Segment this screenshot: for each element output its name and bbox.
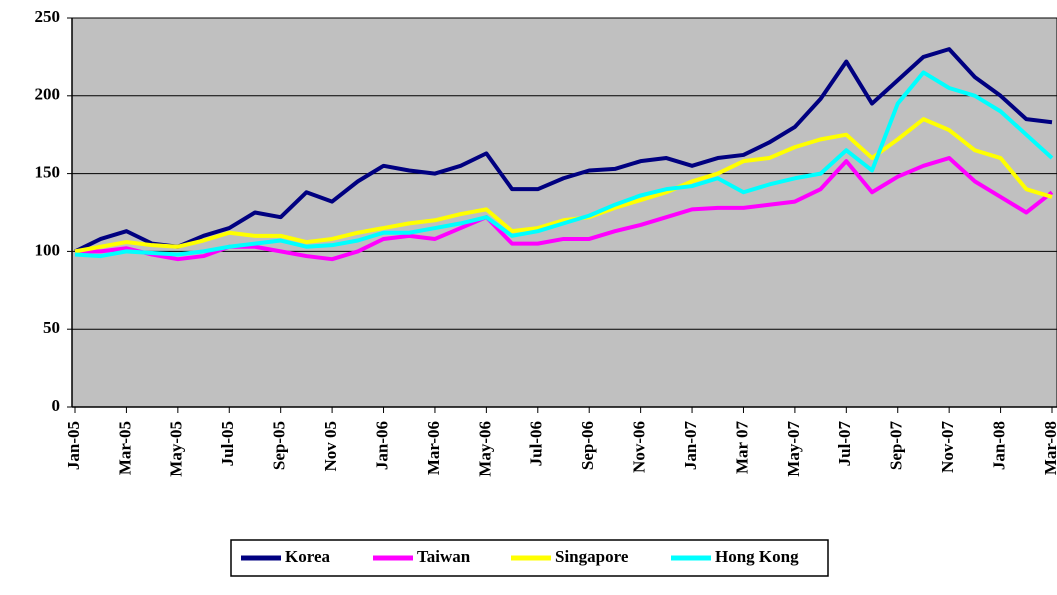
x-tick-label: Jul-05 (218, 421, 237, 466)
x-tick-label: Jan-05 (64, 421, 83, 470)
x-tick-label: May-06 (475, 421, 494, 477)
x-tick-label: Nov 05 (321, 421, 340, 472)
plot-area (71, 17, 1057, 408)
y-tick-label: 150 (35, 163, 61, 182)
x-tick-label: May-07 (784, 421, 803, 477)
series-line (74, 117, 1053, 254)
x-tick-label: Jan-06 (372, 421, 391, 470)
y-tick-label: 50 (43, 318, 60, 337)
x-tick-label: Mar-08 (1041, 421, 1057, 475)
x-tick-label: May-05 (167, 421, 186, 477)
x-tick-label: Sep-06 (578, 421, 597, 470)
x-tick-label: Jan-07 (681, 421, 700, 471)
x-tick-label: Jul-07 (835, 421, 854, 467)
x-tick-label: Mar-05 (115, 421, 134, 475)
x-tick-label: Mar-06 (424, 421, 443, 475)
y-tick-label: 100 (35, 240, 61, 259)
x-tick-label: Nov-06 (630, 421, 649, 473)
series-line (74, 47, 1053, 254)
legend-label: Taiwan (417, 547, 471, 566)
legend-label: Korea (285, 547, 331, 566)
x-tick-label: Sep-05 (270, 421, 289, 470)
x-tick-label: Nov-07 (938, 421, 957, 473)
y-tick-label: 200 (35, 85, 61, 104)
series-line (74, 70, 1054, 259)
x-tick-label: Sep-07 (887, 421, 906, 471)
x-tick-label: Jul-06 (527, 421, 546, 466)
x-tick-label: Mar 07 (732, 421, 751, 475)
legend-label: Hong Kong (715, 547, 799, 566)
y-tick-label: 0 (52, 396, 61, 415)
y-tick-label: 250 (35, 7, 61, 26)
x-tick-label: Jan-08 (989, 421, 1008, 470)
legend-label: Singapore (555, 547, 629, 566)
